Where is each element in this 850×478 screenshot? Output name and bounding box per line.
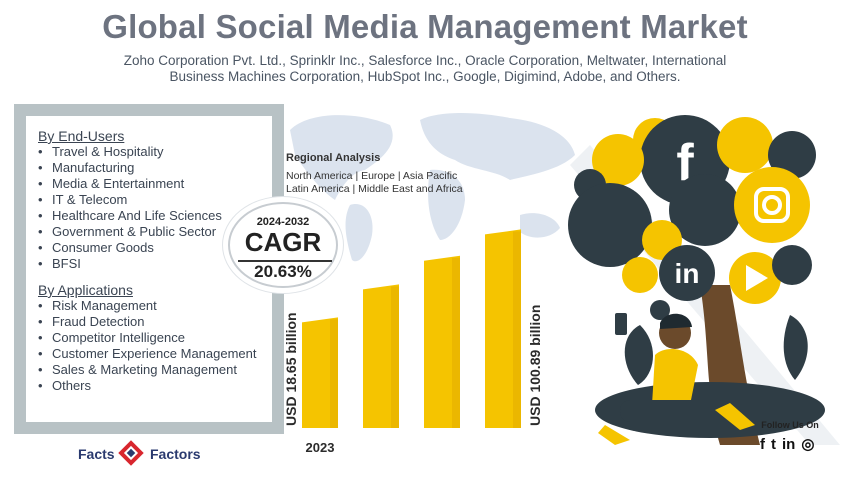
data-label-0: USD 18.65 billion (283, 312, 299, 426)
list-item: Sales & Marketing Management (38, 362, 262, 378)
cagr-divider (238, 260, 332, 262)
facebook-icon[interactable]: f (760, 436, 765, 453)
follow-us: Follow Us On f t in ◎ (740, 420, 840, 470)
bar-3 (485, 229, 521, 428)
cagr-label: CAGR (244, 227, 322, 257)
cagr-period: 2024-2032 (256, 216, 310, 228)
social-media-illustration: f in (568, 115, 840, 445)
cagr-badge: 2024-2032 CAGR 20.63% (228, 202, 338, 288)
list-item: Others (38, 378, 262, 394)
svg-text:in: in (675, 258, 700, 289)
list-item: Manufacturing (38, 160, 262, 176)
list-item: IT & Telecom (38, 192, 262, 208)
list-item: Government & Public Sector (38, 224, 262, 240)
list-item: Competitor Intelligence (38, 330, 262, 346)
regional-analysis: Regional Analysis North America | Europe… (286, 152, 486, 196)
instagram-icon[interactable]: ◎ (801, 436, 815, 453)
bar-1 (363, 284, 399, 428)
logo-mark-icon (118, 440, 144, 466)
follow-label: Follow Us On (761, 420, 819, 430)
social-links: f t in ◎ (760, 436, 814, 454)
bar-shade-0 (330, 319, 338, 428)
applications-heading: By Applications (38, 282, 133, 298)
company-list: Zoho Corporation Pvt. Ltd., Sprinklr Inc… (123, 53, 727, 84)
segmentation-panel-inner: By End-Users Travel & Hospitality Manufa… (26, 116, 272, 422)
list-item: Customer Experience Management (38, 346, 262, 362)
bar-shade-2 (452, 257, 460, 428)
list-item: BFSI (38, 256, 262, 272)
logo-text-left: Facts (78, 446, 115, 462)
bar-shade-1 (391, 286, 399, 428)
world-map-icon (290, 113, 575, 262)
twitter-icon[interactable]: t (771, 436, 776, 453)
regional-heading: Regional Analysis (286, 152, 381, 164)
cagr-value: 20.63% (254, 262, 312, 281)
bar-shade-3 (513, 231, 521, 428)
segmentation-panel: By End-Users Travel & Hospitality Manufa… (14, 104, 284, 434)
regional-line-2: Latin America | Middle East and Africa (286, 183, 463, 195)
linkedin-icon[interactable]: in (782, 436, 796, 453)
end-users-list: Travel & Hospitality Manufacturing Media… (38, 144, 262, 272)
list-item: Consumer Goods (38, 240, 262, 256)
applications-list: Risk Management Fraud Detection Competit… (38, 298, 262, 394)
end-users-heading: By End-Users (38, 128, 125, 144)
list-item: Media & Entertainment (38, 176, 262, 192)
bar-2 (424, 255, 460, 428)
logo-text-right: Factors (150, 446, 201, 462)
bar-0 (302, 317, 338, 428)
data-label-4: USD 100.89 billion (527, 305, 540, 426)
regional-line-1: North America | Europe | Asia Pacific (286, 170, 458, 182)
list-item: Healthcare And Life Sciences (38, 208, 262, 224)
list-item: Travel & Hospitality (38, 144, 262, 160)
list-item: Fraud Detection (38, 314, 262, 330)
page-title: Global Social Media Management Market (102, 8, 748, 45)
category-label-0: 2023 (306, 440, 335, 455)
list-item: Risk Management (38, 298, 262, 314)
